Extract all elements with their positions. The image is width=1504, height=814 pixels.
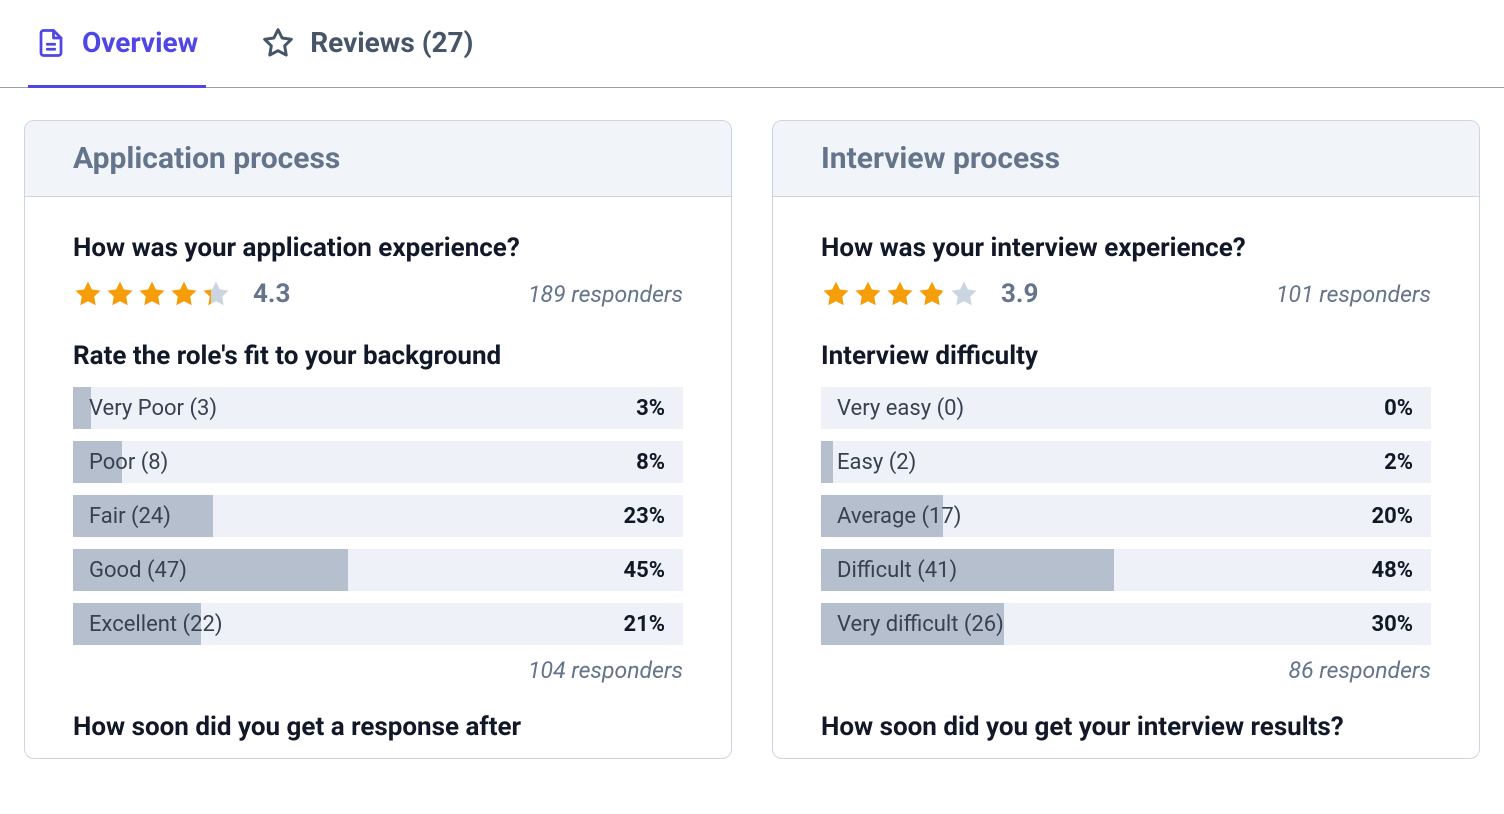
interview-q2-responders: 86 responders: [821, 657, 1431, 684]
application-stars: [73, 279, 231, 309]
interview-rating-value: 3.9: [1001, 279, 1038, 309]
bar-label: Difficult (41): [821, 558, 957, 583]
tab-bar: Overview Reviews (27): [0, 0, 1504, 88]
bar-pct: 23%: [623, 504, 683, 529]
tab-overview-label: Overview: [82, 26, 198, 59]
bar-pct: 21%: [623, 612, 683, 637]
bar-pct: 48%: [1371, 558, 1431, 583]
bar-pct: 3%: [636, 396, 683, 421]
interview-bars: Very easy (0) 0% Easy (2) 2% Average (17…: [821, 387, 1431, 645]
interview-q1: How was your interview experience?: [821, 233, 1431, 263]
bar-row: Very Poor (3) 3%: [73, 387, 683, 429]
bar-row: Excellent (22) 21%: [73, 603, 683, 645]
star-icon: [262, 27, 294, 59]
bar-row: Difficult (41) 48%: [821, 549, 1431, 591]
bar-row: Poor (8) 8%: [73, 441, 683, 483]
card-interview: Interview process How was your interview…: [772, 120, 1480, 759]
application-q1: How was your application experience?: [73, 233, 683, 263]
bar-pct: 20%: [1371, 504, 1431, 529]
bar-label: Easy (2): [821, 450, 916, 475]
bar-row: Easy (2) 2%: [821, 441, 1431, 483]
application-bars: Very Poor (3) 3% Poor (8) 8% Fair (24) 2…: [73, 387, 683, 645]
bar-row: Fair (24) 23%: [73, 495, 683, 537]
bar-label: Poor (8): [73, 450, 168, 475]
interview-q2: Interview difficulty: [821, 341, 1431, 371]
card-application-body: How was your application experience?: [25, 197, 731, 742]
card-application-header: Application process: [25, 121, 731, 197]
interview-rating-row: 3.9 101 responders: [821, 279, 1431, 309]
card-interview-body: How was your interview experience?: [773, 197, 1479, 742]
application-rating-value: 4.3: [253, 279, 290, 309]
application-q2: Rate the role's fit to your background: [73, 341, 683, 371]
bar-pct: 45%: [623, 558, 683, 583]
tab-reviews-label: Reviews (27): [310, 26, 473, 59]
bar-label: Very Poor (3): [73, 396, 217, 421]
bar-row: Good (47) 45%: [73, 549, 683, 591]
bar-pct: 30%: [1371, 612, 1431, 637]
document-icon: [36, 28, 66, 58]
bar-pct: 0%: [1384, 396, 1431, 421]
bar-label: Very easy (0): [821, 396, 964, 421]
card-application: Application process How was your applica…: [24, 120, 732, 759]
application-responders: 189 responders: [528, 281, 683, 308]
bar-label: Very difficult (26): [821, 612, 1004, 637]
interview-stars: [821, 279, 979, 309]
bar-pct: 8%: [636, 450, 683, 475]
tab-reviews[interactable]: Reviews (27): [254, 16, 481, 88]
interview-q3: How soon did you get your interview resu…: [821, 712, 1431, 742]
bar-label: Average (17): [821, 504, 961, 529]
bar-label: Excellent (22): [73, 612, 222, 637]
tab-overview[interactable]: Overview: [28, 16, 206, 88]
bar-row: Very easy (0) 0%: [821, 387, 1431, 429]
bar-row: Very difficult (26) 30%: [821, 603, 1431, 645]
bar-row: Average (17) 20%: [821, 495, 1431, 537]
bar-label: Fair (24): [73, 504, 171, 529]
application-rating-row: 4.3 189 responders: [73, 279, 683, 309]
bar-label: Good (47): [73, 558, 187, 583]
card-interview-header: Interview process: [773, 121, 1479, 197]
cards-container: Application process How was your applica…: [0, 88, 1504, 759]
application-q3: How soon did you get a response after: [73, 712, 683, 742]
interview-responders: 101 responders: [1276, 281, 1431, 308]
application-q2-responders: 104 responders: [73, 657, 683, 684]
bar-pct: 2%: [1384, 450, 1431, 475]
